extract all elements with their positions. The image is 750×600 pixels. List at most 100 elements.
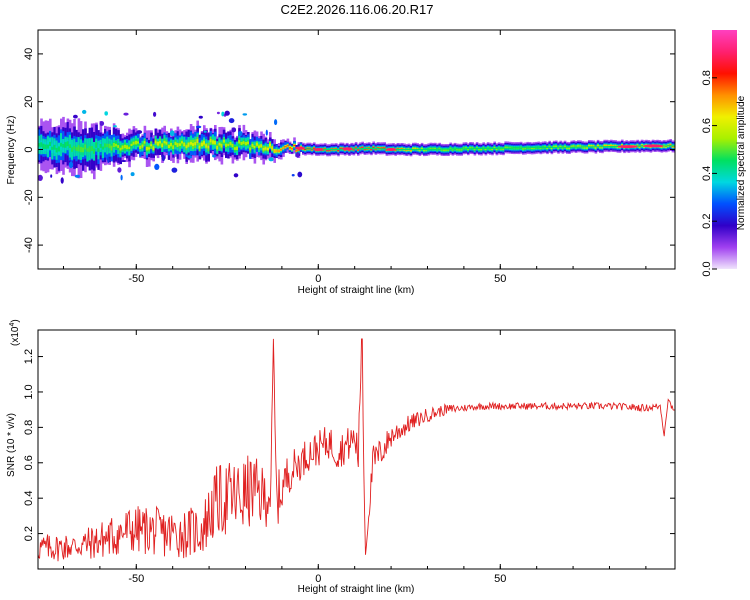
heatmap-cell [117, 145, 120, 148]
heatmap-cell [178, 143, 182, 146]
spectrogram-panel: -50 0 50 -40 -20 0 20 40 Height of straight li… [6, 29, 676, 296]
colorbar: 0.0 0.2 0.4 0.6 0.8 Normalized spectral ampl… [701, 30, 747, 277]
heatmap-cell [211, 140, 215, 144]
snr-y-tick-label: 1.2 [23, 349, 35, 364]
heatmap-cell [143, 141, 147, 144]
heatmap-cell [491, 148, 494, 150]
heatmap-peak [313, 148, 324, 151]
heatmap-cell [196, 139, 199, 143]
heatmap-peak [643, 144, 664, 148]
heatmap-cell [57, 146, 61, 152]
heatmap-cell [313, 147, 316, 149]
heatmap-cell [60, 142, 63, 147]
heatmap-cell [132, 141, 136, 145]
heatmap-cell [172, 145, 175, 149]
heatmap-cell [233, 147, 237, 150]
spectrogram-y-tick-label: 0 [23, 146, 35, 152]
heatmap-cell [38, 143, 41, 147]
heatmap-blob [198, 115, 203, 119]
heatmap-cell [258, 145, 261, 149]
heatmap-cell [588, 145, 591, 147]
heatmap-blob [68, 161, 74, 169]
heatmap-cell [156, 142, 160, 146]
heatmap-cell [372, 146, 375, 149]
heatmap-cell [66, 141, 70, 147]
snr-y-scale-label: (x104) [9, 319, 21, 346]
heatmap-cell [638, 146, 642, 148]
heatmap-cell [209, 139, 213, 143]
heatmap-cell [295, 150, 298, 152]
heatmap-peak [342, 147, 353, 151]
heatmap-blob [203, 130, 207, 133]
heatmap-cell [90, 146, 94, 151]
heatmap-cell [229, 142, 232, 146]
heatmap-cell [500, 148, 503, 150]
heatmap-cell [262, 147, 265, 151]
heatmap-cell [383, 147, 386, 149]
heatmap-cell [99, 144, 103, 148]
spectrogram-y-tick-label: -20 [23, 189, 35, 205]
snr-y-axis: 0.2 0.4 0.6 0.8 1.0 1.2 [23, 349, 675, 541]
snr-y-tick-label: 0.8 [23, 420, 35, 435]
spectrogram-y-tick-label: 40 [23, 48, 35, 60]
heatmap-cell [244, 142, 248, 146]
snr-series-line [38, 338, 675, 562]
heatmap-cell [271, 147, 274, 150]
heatmap-cell [550, 147, 554, 149]
heatmap-cell [104, 143, 107, 148]
heatmap-cell [77, 145, 81, 152]
snr-x-tick-label: 0 [315, 573, 321, 585]
heatmap-cell [236, 146, 239, 151]
heatmap-cell [225, 143, 228, 147]
heatmap-cell [669, 144, 672, 146]
heatmap-cell [163, 140, 166, 144]
heatmap-cell [583, 147, 587, 149]
snr-y-tick-label: 1.0 [23, 384, 35, 399]
heatmap-cell [119, 147, 122, 151]
heatmap-cell [585, 147, 589, 149]
heatmap-cell [207, 145, 210, 149]
heatmap-cell [381, 147, 384, 149]
heatmap-cell [572, 145, 576, 147]
heatmap-peak [295, 146, 306, 150]
heatmap-blob [99, 121, 105, 126]
heatmap-cell [361, 147, 364, 149]
heatmap-cell [284, 146, 287, 148]
heatmap-cell [203, 141, 206, 145]
heatmap-cell [445, 149, 448, 151]
heatmap-cell [610, 145, 613, 147]
heatmap-blob [231, 127, 237, 133]
heatmap-cell [64, 142, 67, 148]
heatmap-cell [141, 144, 144, 148]
spectrogram-x-tick-label: 50 [494, 273, 506, 285]
heatmap-cell [95, 142, 98, 148]
heatmap-cell [460, 149, 463, 151]
heatmap-ridge-line [300, 145, 675, 151]
heatmap-cell [370, 148, 373, 150]
heatmap-cell [590, 145, 593, 147]
heatmap-cell [128, 146, 131, 149]
heatmap-cell [277, 150, 281, 152]
heatmap-cell [429, 148, 433, 150]
heatmap-blob [60, 177, 64, 184]
heatmap-cell [464, 147, 468, 149]
heatmap-blob [50, 174, 53, 178]
heatmap-cell [174, 141, 177, 146]
heatmap-blob [187, 155, 193, 159]
heatmap-cell [126, 145, 129, 150]
heatmap-cell [473, 148, 477, 151]
snr-y-scale-suffix: ) [10, 319, 21, 322]
heatmap-cell [227, 143, 230, 147]
heatmap-cell [185, 145, 188, 149]
heatmap-cell [264, 147, 268, 150]
heatmap-cell [222, 139, 226, 143]
heatmap-cell [240, 142, 243, 145]
heatmap-blob [136, 130, 143, 134]
heatmap-cell [198, 145, 202, 149]
heatmap-cell [110, 145, 114, 151]
heatmap-blob [171, 167, 178, 173]
heatmap-cell [82, 147, 85, 153]
snr-x-axis: -50 0 50 [62, 330, 647, 585]
heatmap-blob [120, 174, 123, 181]
